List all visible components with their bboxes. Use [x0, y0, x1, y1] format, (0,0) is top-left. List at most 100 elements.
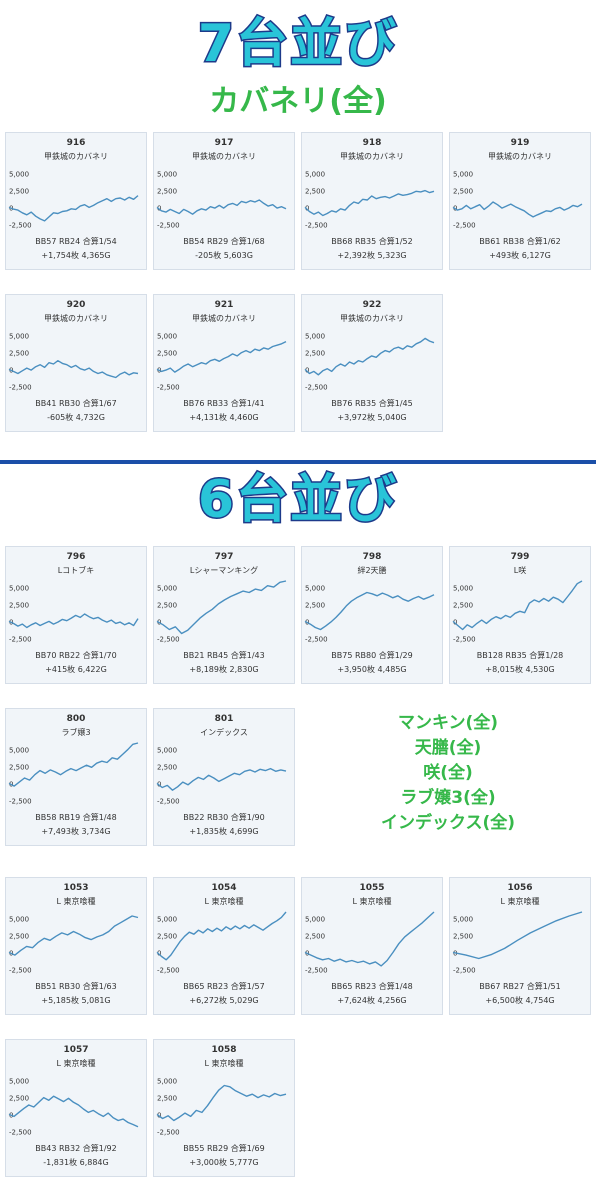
- y-tick-label: -2,500: [157, 221, 180, 229]
- series-line: [452, 580, 583, 631]
- machine-name: 甲鉄城のカバネリ: [44, 152, 108, 161]
- y-tick-label: 5,000: [9, 747, 29, 755]
- y-tick-label: 5,000: [9, 333, 29, 341]
- series-line: [304, 591, 435, 631]
- chart-title: 920: [66, 300, 86, 310]
- stats-line-1: BB22 RB30 合算1/90: [183, 813, 265, 822]
- y-tick-label: 0: [305, 366, 309, 374]
- chart-card: 1054 L 東京喰種 BB65 RB23 合算1/57 +6,272枚 5,029G…: [153, 877, 295, 1015]
- chart-title: 1054: [211, 883, 237, 893]
- chart-title: 1057: [63, 1045, 89, 1055]
- stats-line-2: +493枚 6,127G: [489, 251, 551, 260]
- y-tick-label: 5,000: [157, 333, 177, 341]
- y-tick-label: -2,500: [9, 383, 32, 391]
- y-tick-label: -2,500: [453, 966, 476, 974]
- y-tick-label: 5,000: [305, 585, 325, 593]
- stats-line-2: +3,000枚 5,777G: [189, 1158, 259, 1167]
- y-tick-label: 2,500: [157, 1095, 177, 1103]
- series-line: [156, 1084, 287, 1122]
- machine-name: 甲鉄城のカバネリ: [192, 314, 256, 323]
- chart-card: 1057 L 東京喰種 BB43 RB32 合算1/92 -1,831枚 6,884G…: [5, 1039, 147, 1177]
- y-tick-label: -2,500: [157, 635, 180, 643]
- y-tick-label: 2,500: [453, 602, 473, 610]
- chart-title: 922: [362, 300, 382, 310]
- y-tick-label: 5,000: [453, 171, 473, 179]
- stats-line-2: -205枚 5,603G: [195, 251, 253, 260]
- y-tick-label: 2,500: [453, 188, 473, 196]
- y-tick-label: -2,500: [157, 383, 180, 391]
- chart-title: 916: [66, 138, 86, 148]
- y-tick-label: -2,500: [305, 221, 328, 229]
- machine-name: 甲鉄城のカバネリ: [340, 152, 404, 161]
- series-line: [156, 580, 287, 635]
- series-line: [8, 195, 139, 222]
- chart-card: 920 甲鉄城のカバネリ BB41 RB30 合算1/67 -605枚 4,732G 5…: [5, 294, 147, 432]
- stats-line-1: BB57 RB24 合算1/54: [35, 237, 117, 246]
- chart-title: 1055: [359, 883, 385, 893]
- stats-line-2: +1,754枚 4,365G: [41, 251, 111, 260]
- stats-line-1: BB65 RB23 合算1/57: [183, 982, 265, 991]
- y-tick-label: 5,000: [9, 585, 29, 593]
- y-tick-label: 2,500: [305, 188, 325, 196]
- series-line: [156, 340, 287, 373]
- machine-name: ラブ嬢3: [61, 728, 91, 737]
- machine-name: L 東京喰種: [204, 897, 244, 906]
- stats-line-2: +6,272枚 5,029G: [189, 996, 259, 1005]
- stats-line-1: BB51 RB30 合算1/63: [35, 982, 117, 991]
- machine-name: L咲: [513, 566, 527, 575]
- y-tick-label: 5,000: [9, 171, 29, 179]
- note-item: インデックス(全): [380, 813, 516, 833]
- y-tick-label: 2,500: [305, 933, 325, 941]
- y-tick-label: 2,500: [453, 933, 473, 941]
- stats-line-2: +8,189枚 2,830G: [189, 665, 259, 674]
- machine-name: インデックス: [200, 728, 248, 737]
- y-tick-label: 0: [305, 204, 309, 212]
- series-line: [452, 911, 583, 960]
- stats-line-2: -1,831枚 6,884G: [43, 1158, 109, 1167]
- chart-card: 1053 L 東京喰種 BB51 RB30 合算1/63 +5,185枚 5,081G…: [5, 877, 147, 1015]
- stats-line-2: +6,500枚 4,754G: [485, 996, 555, 1005]
- chart-title: 919: [510, 138, 530, 148]
- y-tick-label: 2,500: [9, 764, 29, 772]
- chart-title: 1058: [211, 1045, 237, 1055]
- y-tick-label: -2,500: [9, 635, 32, 643]
- stats-line-1: BB76 RB33 合算1/41: [183, 399, 265, 408]
- y-tick-label: -2,500: [9, 966, 32, 974]
- y-tick-label: 5,000: [453, 585, 473, 593]
- chart-title: 801: [214, 714, 234, 724]
- machine-name: 甲鉄城のカバネリ: [340, 314, 404, 323]
- series-line: [304, 337, 435, 376]
- stats-line-1: BB65 RB23 合算1/48: [331, 982, 413, 991]
- chart-card: 798 絆2天膳 BB75 RB80 合算1/29 +3,950枚 4,485G 5,0…: [301, 546, 443, 684]
- machine-name: 甲鉄城のカバネリ: [488, 152, 552, 161]
- stats-line-2: +7,624枚 4,256G: [337, 996, 407, 1005]
- stats-line-2: +1,835枚 4,699G: [189, 827, 259, 836]
- y-tick-label: 5,000: [157, 916, 177, 924]
- stats-line-1: BB55 RB29 合算1/69: [183, 1144, 265, 1153]
- series-line: [8, 613, 139, 629]
- y-tick-label: 5,000: [157, 747, 177, 755]
- chart-card: 922 甲鉄城のカバネリ BB76 RB35 合算1/45 +3,972枚 5,040…: [301, 294, 443, 432]
- machine-name: 甲鉄城のカバネリ: [192, 152, 256, 161]
- y-tick-label: 5,000: [157, 585, 177, 593]
- note-item: マンキン(全): [397, 713, 499, 733]
- y-tick-label: -2,500: [157, 1128, 180, 1136]
- series-line: [156, 199, 287, 215]
- chart-title: 917: [214, 138, 234, 148]
- title-7-lineup: 7台並び: [196, 13, 399, 76]
- y-tick-label: -2,500: [305, 635, 328, 643]
- stats-line-2: +7,493枚 3,734G: [41, 827, 111, 836]
- y-tick-label: -2,500: [305, 383, 328, 391]
- y-tick-label: 5,000: [305, 333, 325, 341]
